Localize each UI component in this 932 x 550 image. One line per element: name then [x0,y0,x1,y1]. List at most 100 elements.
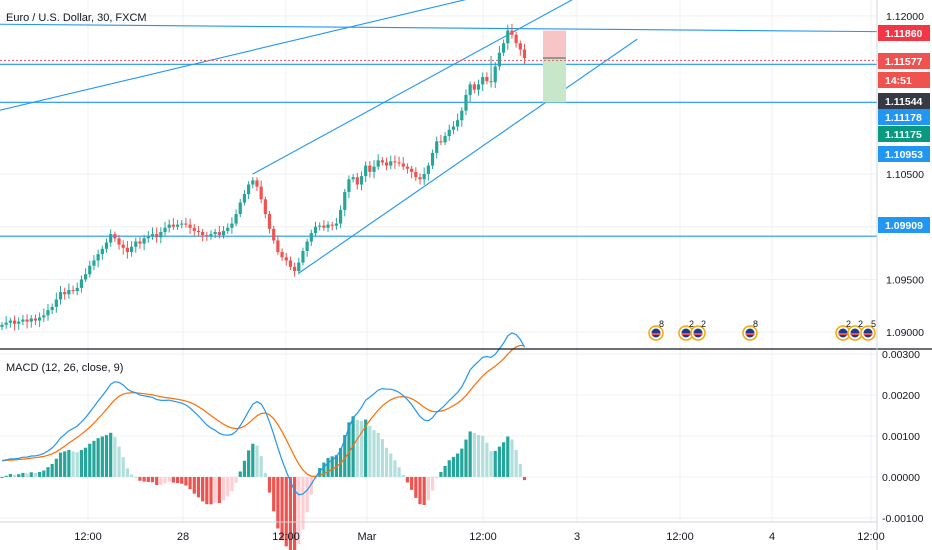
stop-loss-zone [543,30,566,58]
histogram-bar [113,437,117,477]
candle-body [238,202,242,215]
histogram-bar [117,446,121,477]
histogram-bar [50,463,54,477]
candle-body [63,292,67,295]
price-tick-label: 1.10500 [886,169,924,181]
candle-body [205,235,209,237]
histogram-bar [426,476,430,501]
histogram-bar [134,476,138,478]
histogram-bar [251,443,255,477]
histogram-bar [121,457,125,477]
price-tags: 1.11860 1.11577 14:51 1.11544 1.11178 1.11175… [878,25,930,233]
candle-body [234,214,238,224]
event-marker[interactable]: 8 [648,319,664,341]
price-tag-label: 1.11577 [885,56,923,68]
price-tag: 1.11175 [878,126,930,142]
price-tag-bg [878,53,930,69]
macd-series[interactable] [0,332,527,550]
histogram-bar [205,476,209,505]
price-tag-label: 1.11178 [885,112,922,124]
histogram-bar [389,453,393,477]
candle-body [460,110,464,121]
macd-title[interactable]: MACD (12, 26, close, 9) [6,362,123,374]
candle-body [226,227,230,231]
histogram-bar [522,476,527,481]
histogram-bar [518,463,522,477]
event-marker[interactable]: 8 [742,319,758,341]
candle-body [54,299,58,307]
macd-axis[interactable]: 0.00300 0.00200 0.00100 0.00000 -0.00100 [882,349,924,525]
time-axis[interactable]: 12:00 28 12:00 Mar 12:00 3 12:00 4 12:00 [74,531,885,543]
grid [0,0,877,522]
candle-body [435,141,439,153]
candle-body [92,260,96,266]
histogram-bar [355,419,359,477]
histogram-bar [238,471,242,477]
candle-body [100,248,104,255]
candle-body [209,234,213,237]
position-tool[interactable] [0,30,877,103]
candle-body [67,290,71,295]
histogram-bar [322,462,326,477]
candle-body [405,166,410,169]
candle-body [389,161,393,166]
histogram-bar [163,476,167,484]
time-tick-label: 12:00 [857,531,885,543]
histogram-bar [347,422,351,477]
candle-body [476,84,481,90]
candle-body [12,320,17,324]
histogram-bar [481,435,485,477]
event-marker[interactable]: 2 [835,319,851,341]
price-tag-label: 1.11860 [885,28,923,40]
candle-body [159,232,163,238]
histogram-bar [155,476,159,486]
price-tag-bg [878,25,930,41]
candle-body [267,214,272,229]
candle-body [263,199,267,215]
event-marker[interactable]: 2 [690,319,706,341]
candle-body [522,49,527,58]
time-tick-label: 12:00 [666,531,694,543]
candle-body [251,180,255,185]
histogram-bar [180,476,184,484]
histogram-bar [188,476,192,490]
histogram-bar [380,439,384,477]
candle-body [418,177,422,180]
candle-body [376,160,380,167]
price-tag-label: 14:51 [885,75,912,87]
histogram-bar [401,475,405,477]
candle-body [188,224,192,228]
candle-body [276,240,280,253]
candle-body [334,223,338,226]
price-tag: 1.11860 [878,25,930,41]
histogram-bar [514,450,518,477]
histogram-bar [368,425,372,477]
price-tag-label: 1.11175 [885,129,922,141]
histogram-bar [0,476,4,478]
histogram-bar [54,458,58,477]
histogram-bar [213,476,217,503]
trend-channel[interactable] [0,0,638,274]
candle-body [485,76,489,82]
histogram-bar [129,474,134,477]
candle-body [184,223,188,225]
histogram-bar [456,453,460,477]
candle-body [113,234,117,239]
candle-body [368,165,372,172]
candle-body [138,241,142,244]
macd-tick-label: -0.00100 [882,513,924,525]
histogram-bar [159,476,163,485]
candle-body [439,141,443,143]
candlestick-series[interactable] [0,23,527,331]
price-tick-label: 1.09000 [886,327,924,339]
price-tag-bg [878,72,930,88]
candle-body [472,84,476,90]
histogram-bar [510,439,514,477]
horizontal-levels[interactable] [0,23,878,237]
symbol-title[interactable]: Euro / U.S. Dollar, 30, FXCM [6,12,147,24]
event-marker[interactable]: 5 [860,319,876,341]
candle-body [221,230,226,236]
price-tag: 1.11178 [878,109,930,125]
